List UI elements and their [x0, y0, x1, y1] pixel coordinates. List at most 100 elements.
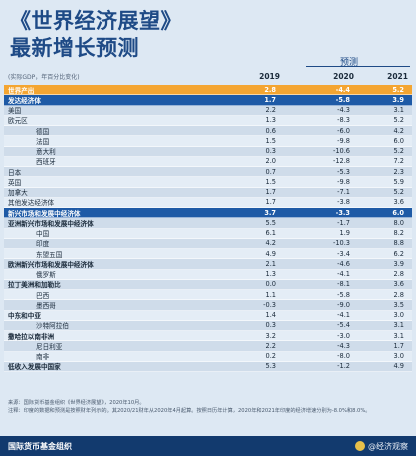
table-row: 东盟五国 4.9 -3.4 6.2 — [4, 249, 412, 260]
cell-2020: -10.3 — [332, 239, 350, 248]
table-row: 中国 6.1 1.9 8.2 — [4, 228, 412, 239]
cell-2019: 1.4 — [265, 311, 277, 320]
cell-2019: 3.2 — [265, 331, 277, 340]
cell-2019: 6.1 — [265, 229, 277, 238]
table-row: 墨西哥 -0.3 -9.0 3.5 — [4, 300, 412, 311]
cell-2020: -5.4 — [337, 321, 350, 330]
row-label: 俄罗斯 — [36, 271, 56, 280]
cell-2021: 6.0 — [392, 208, 404, 217]
cell-2021: 8.8 — [393, 239, 405, 248]
org-name: 国际货币基金组织 — [8, 441, 72, 451]
table-row: 美国 2.2 -4.3 3.1 — [4, 105, 412, 116]
cell-2021: 3.6 — [393, 198, 405, 207]
cell-2019: 4.9 — [265, 249, 277, 258]
row-label: 撒哈拉以南非洲 — [8, 332, 55, 341]
cell-2021: 3.6 — [393, 280, 405, 289]
column-header-2019: 2019 — [259, 72, 280, 81]
row-label: 西班牙 — [36, 158, 56, 167]
cell-2021: 2.8 — [393, 290, 405, 299]
row-label: 尼日利亚 — [36, 342, 63, 351]
cell-2019: 0.7 — [265, 167, 277, 176]
cell-2021: 4.9 — [393, 362, 405, 371]
source-note: 来源：国际货币基金组织《世界经济展望》，2020年10月。 — [8, 400, 145, 406]
cell-2019: 0.3 — [265, 147, 277, 156]
cell-2020: -10.6 — [332, 147, 350, 156]
row-label: 墨西哥 — [36, 301, 56, 310]
cell-2020: -9.0 — [337, 300, 350, 309]
footer-bar: 国际货币基金组织 — [0, 436, 416, 456]
page-title: 《世界经济展望》 最新增长预测 — [10, 8, 406, 62]
cell-2019: 1.3 — [265, 270, 277, 279]
cell-2020: -9.8 — [337, 177, 350, 186]
row-label: 欧元区 — [8, 117, 28, 126]
row-label: 意大利 — [36, 148, 56, 157]
row-label: 东盟五国 — [36, 250, 63, 259]
cell-2020: 1.9 — [339, 229, 351, 238]
row-label: 新兴市场和发展中经济体 — [8, 209, 81, 218]
cell-2020: -4.4 — [335, 85, 350, 94]
cell-2019: 1.7 — [265, 188, 277, 197]
cell-2020: -9.8 — [337, 136, 350, 145]
table-row: 欧元区 1.3 -8.3 5.2 — [4, 115, 412, 126]
cell-2020: -1.7 — [337, 218, 350, 227]
title-line-1: 《世界经济展望》 — [10, 9, 182, 33]
cell-2019: 1.5 — [265, 177, 277, 186]
cell-2019: -0.3 — [263, 300, 276, 309]
row-label: 法国 — [36, 137, 50, 146]
cell-2020: -4.1 — [337, 270, 350, 279]
cell-2021: 5.2 — [393, 147, 405, 156]
cell-2021: 8.0 — [393, 218, 405, 227]
cell-2021: 5.9 — [393, 177, 405, 186]
table-row: 日本 0.7 -5.3 2.3 — [4, 167, 412, 178]
row-label: 亚洲新兴市场和发展中经济体 — [8, 219, 94, 228]
projection-label: 预测 — [340, 58, 359, 68]
cell-2020: -8.1 — [337, 280, 350, 289]
weibo-icon — [355, 441, 365, 451]
watermark-text: @经济观察 — [368, 441, 408, 451]
table-row: 新兴市场和发展中经济体 3.7 -3.3 6.0 — [4, 208, 412, 219]
cell-2019: 2.8 — [264, 85, 276, 94]
row-label: 中东和中亚 — [8, 312, 41, 321]
footer-notes: 来源：国际货币基金组织《世界经济展望》，2020年10月。 注释：印度的数据和预… — [8, 400, 408, 415]
cell-2020: -8.3 — [337, 116, 350, 125]
table-row: 西班牙 2.0 -12.8 7.2 — [4, 156, 412, 167]
row-label: 日本 — [8, 168, 22, 177]
cell-2021: 2.8 — [393, 270, 405, 279]
cell-2021: 5.2 — [392, 85, 404, 94]
row-label: 世界产出 — [8, 86, 35, 95]
cell-2019: 0.6 — [265, 126, 277, 135]
table-row: 撒哈拉以南非洲 3.2 -3.0 3.1 — [4, 331, 412, 342]
row-label: 拉丁美洲和加勒比 — [8, 281, 61, 290]
column-header-2020: 2020 — [333, 72, 354, 81]
table-row: 亚洲新兴市场和发展中经济体 5.5 -1.7 8.0 — [4, 218, 412, 229]
cell-2019: 5.3 — [265, 362, 277, 371]
cell-2019: 0.3 — [265, 321, 277, 330]
table-row: 欧洲新兴市场和发展中经济体 2.1 -4.6 3.9 — [4, 259, 412, 270]
table-row: 低收入发展中国家 5.3 -1.2 4.9 — [4, 361, 412, 372]
cell-2021: 6.2 — [393, 249, 405, 258]
cell-2020: -4.3 — [337, 341, 350, 350]
table-row: 其他发达经济体 1.7 -3.8 3.6 — [4, 197, 412, 208]
row-label: 美国 — [8, 107, 22, 116]
cell-2020: -5.3 — [337, 167, 350, 176]
cell-2019: 2.1 — [265, 259, 277, 268]
table-row: 加拿大 1.7 -7.1 5.2 — [4, 187, 412, 198]
title-line-2: 最新增长预测 — [10, 36, 139, 60]
table-row: 德国 0.6 -6.0 4.2 — [4, 126, 412, 137]
table-row: 意大利 0.3 -10.6 5.2 — [4, 146, 412, 157]
cell-2020: -7.1 — [337, 188, 350, 197]
cell-2021: 3.1 — [393, 331, 405, 340]
note-text: 注释：印度的数据和预测是按照财年列示的。其2020/21财年从2020年4月起算… — [8, 407, 371, 414]
cell-2019: 0.0 — [265, 280, 277, 289]
cell-2021: 1.7 — [393, 341, 405, 350]
cell-2020: -3.4 — [337, 249, 350, 258]
cell-2021: 3.0 — [393, 311, 405, 320]
cell-2021: 5.2 — [393, 116, 405, 125]
cell-2020: -5.8 — [337, 290, 350, 299]
row-label: 德国 — [36, 127, 50, 136]
cell-2019: 3.7 — [264, 208, 276, 217]
table-row: 巴西 1.1 -5.8 2.8 — [4, 290, 412, 301]
table-row: 俄罗斯 1.3 -4.1 2.8 — [4, 269, 412, 280]
cell-2021: 7.2 — [393, 157, 405, 166]
cell-2019: 1.5 — [265, 136, 277, 145]
